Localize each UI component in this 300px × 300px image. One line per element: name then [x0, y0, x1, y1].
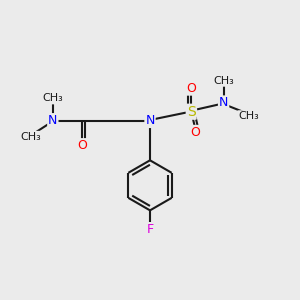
Text: O: O — [77, 139, 87, 152]
Text: O: O — [186, 82, 196, 95]
Text: S: S — [187, 105, 196, 119]
Text: N: N — [48, 114, 58, 127]
Text: F: F — [146, 223, 154, 236]
Text: CH₃: CH₃ — [213, 76, 234, 86]
Text: CH₃: CH₃ — [43, 94, 63, 103]
Text: CH₃: CH₃ — [20, 132, 41, 142]
Text: O: O — [191, 126, 201, 139]
Text: N: N — [145, 114, 155, 127]
Text: CH₃: CH₃ — [238, 111, 259, 121]
Text: N: N — [219, 96, 228, 110]
